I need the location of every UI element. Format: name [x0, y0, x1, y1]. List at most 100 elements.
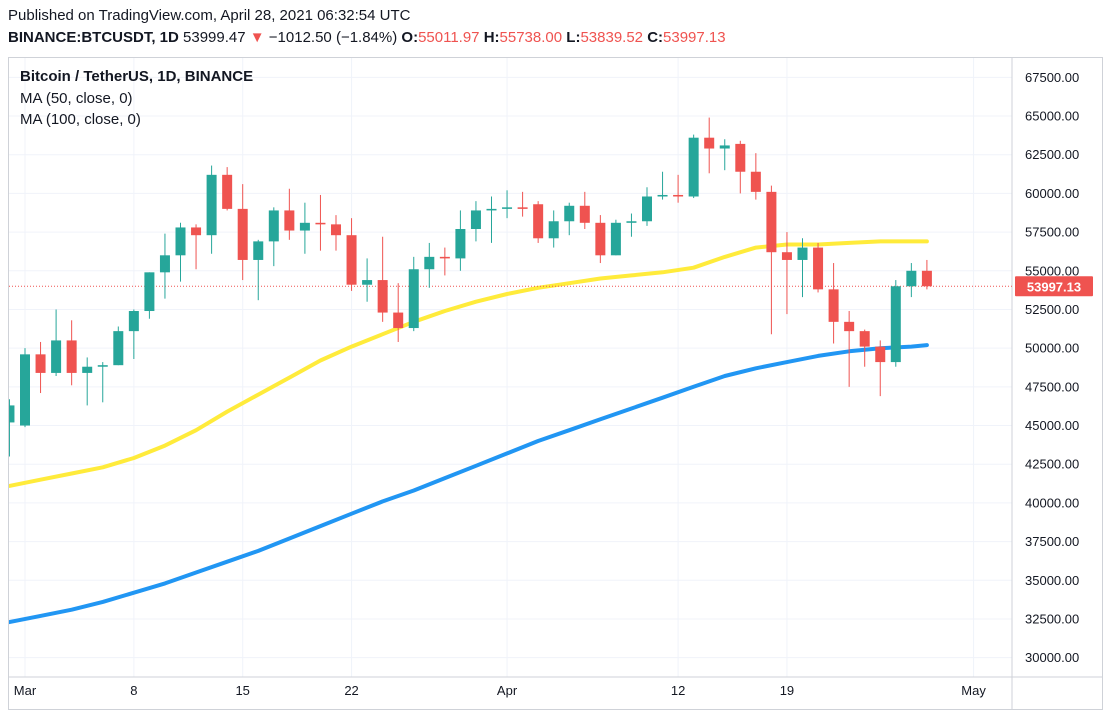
candle-up — [20, 354, 30, 426]
chart-frame[interactable] — [8, 57, 1103, 710]
y-tick-label: 57500.00 — [1025, 225, 1079, 240]
y-tick-label: 62500.00 — [1025, 147, 1079, 162]
candle-down — [704, 137, 715, 149]
candle-up — [206, 174, 217, 236]
candle-down — [191, 227, 202, 236]
change-arrow-icon: ▼ — [249, 29, 265, 46]
candle-down — [517, 207, 528, 209]
candle-up — [610, 222, 621, 256]
candle-down — [284, 210, 295, 231]
y-tick-label: 65000.00 — [1025, 109, 1079, 124]
legend-ma100: MA (100, close, 0) — [20, 111, 141, 128]
candle-down — [813, 247, 824, 290]
y-tick-label: 35000.00 — [1025, 573, 1079, 588]
y-tick-label: 37500.00 — [1025, 534, 1079, 549]
candle-down — [377, 280, 388, 313]
x-tick-label: 12 — [671, 683, 685, 698]
candle-up — [9, 405, 15, 423]
plot-area — [9, 117, 1012, 625]
y-tick-label: 42500.00 — [1025, 457, 1079, 472]
high-value: 55738.00 — [499, 29, 563, 46]
candle-down — [766, 191, 777, 253]
y-tick-label: 40000.00 — [1025, 495, 1079, 510]
candle-down — [875, 346, 886, 363]
candle-up — [906, 270, 917, 287]
last-price-badge — [1015, 276, 1093, 297]
candle-down — [66, 340, 77, 373]
candle-up — [362, 280, 373, 285]
legend-ma50: MA (50, close, 0) — [20, 90, 133, 107]
close-label: C: — [647, 29, 664, 46]
candle-down — [346, 235, 357, 285]
y-tick-label: 50000.00 — [1025, 341, 1079, 356]
y-tick-label: 30000.00 — [1025, 650, 1079, 665]
candle-up — [299, 222, 310, 231]
candle-up — [175, 227, 186, 256]
candle-down — [859, 331, 870, 347]
candle-up — [408, 269, 419, 329]
low-label: L: — [566, 29, 581, 46]
candle-down — [439, 256, 450, 259]
open-value: 55011.97 — [418, 29, 480, 46]
y-tick-label: 67500.00 — [1025, 70, 1079, 85]
candle-up — [470, 210, 481, 229]
candle-up — [455, 228, 466, 259]
candle-up — [719, 145, 730, 149]
y-tick-label: 55000.00 — [1025, 263, 1079, 278]
candle-down — [750, 171, 761, 192]
candle-up — [113, 331, 124, 366]
candle-up — [797, 247, 808, 260]
candle-down — [844, 321, 855, 332]
x-tick-label: 19 — [780, 683, 794, 698]
y-tick-label: 52500.00 — [1025, 302, 1079, 317]
y-tick-label: 45000.00 — [1025, 418, 1079, 433]
candle-down — [222, 174, 233, 209]
x-tick-label: Mar — [14, 683, 37, 698]
candle-up — [424, 256, 435, 270]
close-value: 53997.13 — [663, 29, 726, 46]
high-label: H: — [483, 29, 500, 46]
candle-up — [688, 137, 699, 197]
last-price: 53999.47 — [183, 29, 246, 46]
candle-up — [159, 255, 170, 273]
ma100-line — [9, 343, 929, 625]
candle-down — [735, 143, 746, 172]
symbol-label: BINANCE:BTCUSDT, 1D — [8, 29, 179, 46]
candle-down — [533, 204, 544, 239]
candle-up — [128, 311, 139, 332]
x-tick-label: 15 — [235, 683, 249, 698]
candle-up — [564, 205, 575, 222]
candle-up — [144, 272, 155, 312]
candle-up — [268, 210, 279, 242]
low-value: 53839.52 — [580, 29, 644, 46]
ohlc-line: BINANCE:BTCUSDT, 1D 53999.47 ▼ −1012.50 … — [8, 29, 726, 46]
x-tick-label: May — [961, 683, 986, 698]
candle-up — [82, 366, 93, 373]
candle-up — [642, 196, 652, 222]
x-tick-label: 22 — [344, 683, 358, 698]
candle-down — [595, 222, 606, 256]
y-tick-label: 32500.00 — [1025, 611, 1079, 626]
candle-down — [921, 270, 932, 287]
x-tick-label: Apr — [497, 683, 518, 698]
published-line: Published on TradingView.com, April 28, … — [8, 7, 411, 24]
candle-down — [35, 354, 46, 373]
candle-down — [237, 208, 248, 260]
candle-up — [97, 365, 108, 367]
open-label: O: — [401, 29, 419, 46]
candle-down — [331, 224, 341, 236]
y-tick-label: 47500.00 — [1025, 379, 1079, 394]
candle-up — [51, 340, 62, 373]
candle-down — [673, 194, 684, 197]
candle-down — [828, 289, 839, 322]
candle-up — [253, 241, 264, 260]
x-tick-label: 8 — [130, 683, 137, 698]
candle-down — [579, 205, 590, 223]
candle-up — [890, 286, 901, 363]
candle-up — [486, 208, 497, 211]
candle-down — [315, 222, 326, 225]
candle-up — [548, 221, 559, 239]
candle-down — [781, 252, 792, 260]
y-tick-label: 60000.00 — [1025, 186, 1079, 201]
